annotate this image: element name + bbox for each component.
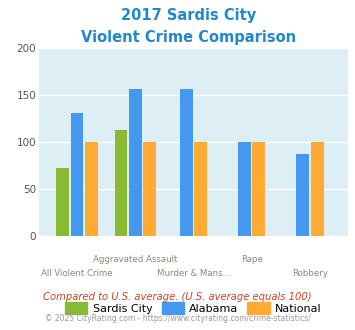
Bar bbox=[129, 89, 142, 236]
Bar bbox=[56, 168, 69, 236]
Legend: Sardis City, Alabama, National: Sardis City, Alabama, National bbox=[61, 298, 326, 318]
Bar bbox=[296, 154, 309, 236]
Bar bbox=[71, 113, 83, 236]
Bar bbox=[252, 142, 265, 236]
Bar bbox=[180, 89, 193, 236]
Bar bbox=[115, 130, 127, 236]
Text: Compared to U.S. average. (U.S. average equals 100): Compared to U.S. average. (U.S. average … bbox=[43, 292, 312, 302]
Bar bbox=[85, 142, 98, 236]
Bar bbox=[311, 142, 323, 236]
Text: Rape: Rape bbox=[241, 255, 263, 264]
Text: Robbery: Robbery bbox=[292, 269, 328, 278]
Text: All Violent Crime: All Violent Crime bbox=[41, 269, 113, 278]
Bar bbox=[143, 142, 156, 236]
Text: Aggravated Assault: Aggravated Assault bbox=[93, 255, 178, 264]
Text: Violent Crime Comparison: Violent Crime Comparison bbox=[81, 30, 296, 45]
Text: © 2025 CityRating.com - https://www.cityrating.com/crime-statistics/: © 2025 CityRating.com - https://www.city… bbox=[45, 314, 310, 323]
Bar bbox=[194, 142, 207, 236]
Text: 2017 Sardis City: 2017 Sardis City bbox=[121, 8, 256, 23]
Bar bbox=[238, 142, 251, 236]
Text: Murder & Mans...: Murder & Mans... bbox=[157, 269, 230, 278]
